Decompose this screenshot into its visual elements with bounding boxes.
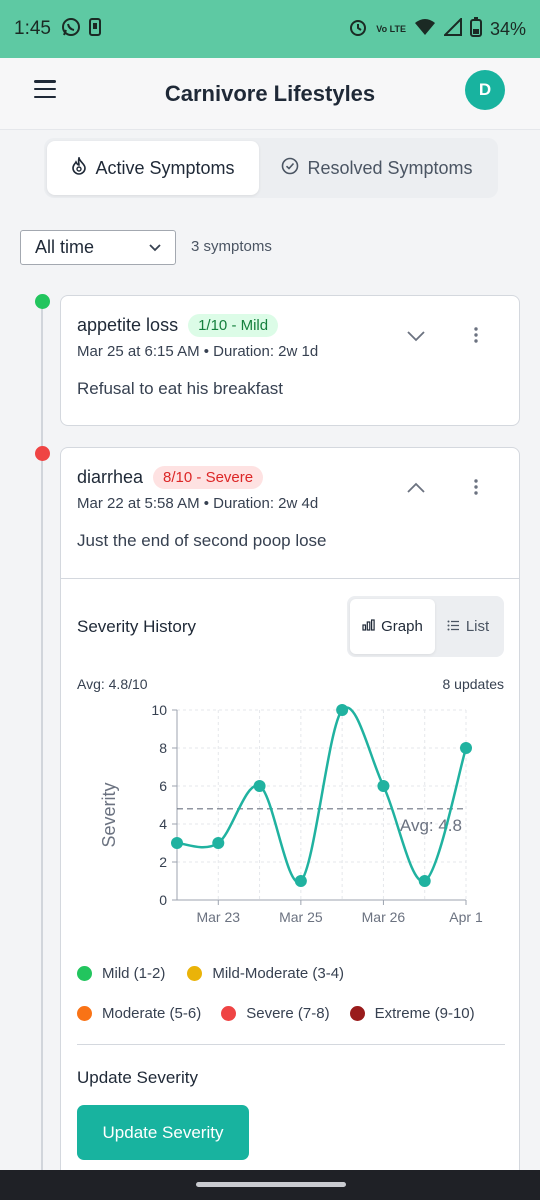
update-severity-button[interactable]: Update Severity: [77, 1105, 249, 1160]
symptom-name: appetite loss: [77, 315, 179, 335]
average-label: Avg: 4.8/10: [77, 676, 148, 692]
collapse-chevron-up-icon[interactable]: [405, 478, 427, 499]
lte-indicator: Vo LTE: [376, 23, 406, 34]
tab-active-symptoms-label: Active Symptoms: [95, 157, 235, 178]
symptom-meta: Mar 25 at 6:15 AM • Duration: 2w 1d: [77, 343, 319, 360]
tab-resolved-symptoms[interactable]: Resolved Symptoms: [259, 141, 495, 195]
expand-chevron-down-icon[interactable]: [405, 326, 427, 347]
card-divider: [61, 578, 519, 579]
legend-swatch: [221, 1006, 237, 1021]
legend-item-severe: Severe (7-8): [221, 1005, 330, 1022]
more-options-icon[interactable]: [467, 326, 485, 347]
legend-item-moderate: Moderate (5-6): [77, 1005, 201, 1022]
legend-item-mild: Mild (1-2): [77, 965, 165, 982]
severity-series-line: [176, 706, 468, 884]
x-tick-label: Mar 26: [362, 909, 406, 925]
y-tick-label: 8: [159, 740, 167, 756]
app-header: Carnivore Lifestyles D: [0, 58, 540, 130]
list-view-label: List: [465, 618, 490, 635]
timeline-dot-mild: [35, 294, 50, 309]
severity-badge: 1/10 - Mild: [188, 314, 279, 337]
phone-storage-icon: [88, 17, 101, 41]
legend-label: Extreme (9-10): [374, 1005, 475, 1022]
data-point: [171, 837, 183, 849]
data-point: [377, 780, 390, 792]
system-nav-bar: [0, 1170, 540, 1200]
chevron-down-icon: [149, 240, 161, 255]
data-point: [460, 742, 472, 754]
severity-chart: 0 2 4 6 8 10 Mar 23 Mar 25 Mar 26 Apr 1 Severity Av…: [99, 702, 483, 925]
symptom-meta: Mar 22 at 5:58 AM • Duration: 2w 4d: [77, 495, 319, 512]
tab-resolved-symptoms-label: Resolved Symptoms: [307, 157, 473, 178]
legend-row: Mild (1-2) Mild-Moderate (3-4): [77, 965, 517, 982]
battery-icon: [469, 16, 482, 42]
legend-label: Moderate (5-6): [102, 1005, 202, 1022]
signal-icon: [442, 16, 462, 41]
check-circle-icon: [281, 157, 299, 180]
legend-row: Moderate (5-6) Severe (7-8) Extreme (9-1…: [77, 1005, 517, 1022]
home-gesture-handle[interactable]: [196, 1182, 346, 1187]
data-point: [336, 704, 349, 716]
y-tick-label: 6: [159, 778, 167, 794]
alarm-icon: [348, 17, 368, 42]
graph-view-button[interactable]: Graph: [350, 599, 435, 654]
legend-swatch: [77, 1006, 92, 1021]
legend-item-mild-moderate: Mild-Moderate (3-4): [187, 965, 344, 982]
symptom-note: Just the end of second poop lose: [77, 531, 327, 550]
status-time: 1:45: [14, 18, 51, 39]
y-axis-label: Severity: [99, 782, 119, 847]
battery-percent: 34%: [489, 18, 526, 39]
y-tick-label: 10: [151, 702, 167, 718]
time-range-value: All time: [35, 237, 95, 257]
data-point: [294, 875, 307, 887]
avatar[interactable]: D: [465, 70, 505, 110]
legend-label: Mild-Moderate (3-4): [212, 965, 345, 982]
legend-swatch: [77, 966, 92, 981]
symptom-name: diarrhea: [77, 467, 144, 487]
graph-view-label: Graph: [381, 618, 423, 635]
data-point: [253, 780, 266, 792]
timeline-dot-severe: [35, 446, 50, 461]
list-icon: [447, 618, 460, 635]
section-divider: [77, 1044, 505, 1045]
flame-icon: [71, 154, 87, 180]
legend-swatch: [187, 966, 203, 981]
y-tick-label: 2: [159, 854, 167, 870]
legend-label: Mild (1-2): [102, 965, 166, 982]
view-toggle: Graph List: [347, 596, 504, 657]
legend-item-extreme: Extreme (9-10): [349, 1005, 475, 1022]
severity-badge: 8/10 - Severe: [153, 466, 264, 489]
list-view-button[interactable]: List: [435, 599, 501, 654]
bar-chart-icon: [362, 618, 375, 635]
symptom-tabs: Active Symptoms Resolved Symptoms: [44, 138, 498, 198]
tab-active-symptoms[interactable]: Active Symptoms: [47, 141, 259, 195]
update-severity-title: Update Severity: [77, 1068, 198, 1087]
x-tick-label: Mar 25: [279, 909, 323, 925]
x-tick-label: Apr 1: [449, 909, 483, 925]
app-title: Carnivore Lifestyles: [164, 80, 376, 106]
whatsapp-icon: [61, 17, 81, 42]
symptom-note: Refusal to eat his breakfast: [77, 379, 284, 398]
time-range-select[interactable]: All time: [20, 230, 176, 265]
average-line-label: Avg: 4.8: [400, 816, 462, 835]
symptom-card: appetite loss 1/10 - Mild Mar 25 at 6:15…: [60, 295, 520, 426]
y-tick-label: 0: [159, 892, 167, 908]
legend-label: Severe (7-8): [246, 1005, 330, 1022]
severity-history-title: Severity History: [77, 617, 197, 636]
symptom-count: 3 symptoms: [191, 238, 272, 255]
legend-swatch: [349, 1006, 365, 1021]
status-bar: 1:45 Vo LTE 34%: [0, 0, 540, 58]
data-point: [212, 837, 225, 849]
x-tick-label: Mar 23: [196, 909, 240, 925]
data-point: [418, 875, 431, 887]
updates-count: 8 updates: [442, 676, 505, 692]
y-tick-label: 4: [159, 816, 167, 832]
symptom-card-expanded: diarrhea 8/10 - Severe Mar 22 at 5:58 AM…: [60, 447, 520, 1187]
wifi-icon: [414, 18, 436, 41]
timeline-line: [41, 303, 43, 1173]
hamburger-menu-icon[interactable]: [34, 80, 56, 98]
more-options-icon[interactable]: [467, 478, 485, 499]
